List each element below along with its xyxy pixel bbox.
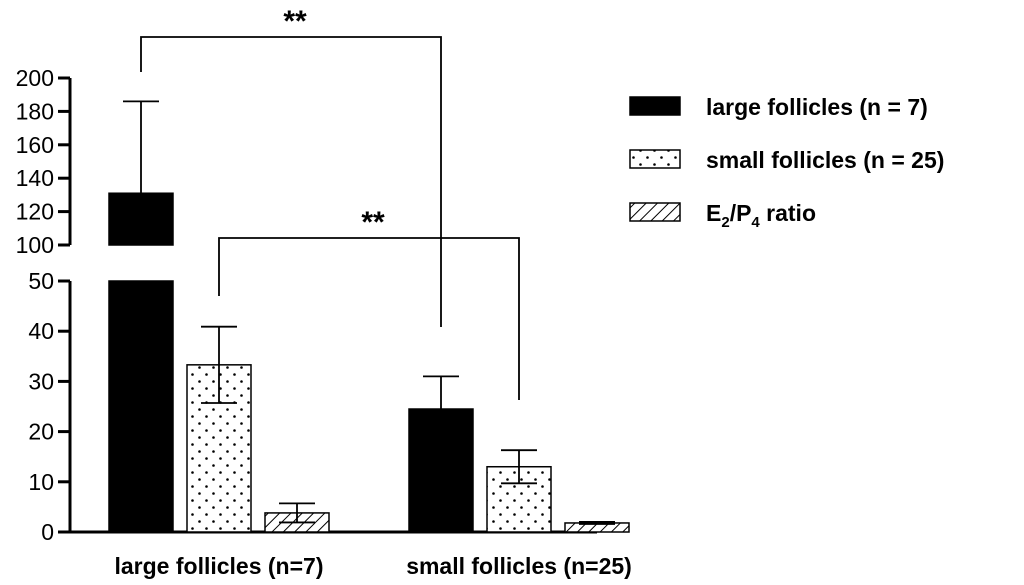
error-bar-small-follicles	[501, 449, 537, 485]
significance-label: **	[283, 5, 307, 38]
bar-large-follicles-lower	[108, 280, 174, 533]
error-bar-small-follicles	[201, 325, 237, 404]
error-bar-large-follicles	[123, 100, 159, 194]
significance-label: **	[361, 206, 385, 239]
legend: large follicles (n = 7) small follicles …	[629, 94, 944, 231]
error-bar-e2p4-ratio	[579, 521, 615, 525]
y-tick-label: 160	[16, 132, 54, 158]
x-axis-labels: large follicles (n=7) small follicles (n=…	[115, 553, 632, 579]
error-bars	[123, 100, 615, 525]
y-tick-label: 30	[28, 368, 54, 394]
significance-annotations: ** **	[140, 5, 520, 400]
y-tick-label: 20	[28, 419, 54, 445]
legend-swatch-small-follicles	[629, 149, 681, 169]
significance-bracket: **	[218, 206, 520, 400]
bar-large-follicles-upper	[108, 192, 174, 246]
y-tick-label: 180	[16, 98, 54, 124]
y-tick-label: 120	[16, 199, 54, 225]
bars	[108, 192, 630, 533]
y-tick-label: 140	[16, 165, 54, 191]
legend-label-small-follicles: small follicles (n = 25)	[706, 147, 944, 173]
x-category-label: small follicles (n=25)	[406, 553, 632, 579]
legend-swatch-large-follicles	[629, 96, 681, 116]
y-tick-label: 200	[16, 65, 54, 91]
x-category-label: large follicles (n=7)	[115, 553, 324, 579]
y-tick-label: 10	[28, 469, 54, 495]
legend-label-e2p4-ratio: E2/P4 ratio	[706, 200, 816, 231]
error-bar-large-follicles	[423, 375, 459, 410]
y-tick-label: 50	[28, 268, 54, 294]
legend-swatch-e2p4-ratio	[629, 202, 681, 222]
bar-large-follicles	[408, 408, 474, 533]
error-bar-e2p4-ratio	[279, 502, 315, 524]
y-tick-label: 40	[28, 318, 54, 344]
legend-label-large-follicles: large follicles (n = 7)	[706, 94, 928, 120]
y-tick-label: 0	[41, 519, 54, 545]
y-tick-label: 100	[16, 232, 54, 258]
significance-bracket: **	[140, 5, 442, 327]
